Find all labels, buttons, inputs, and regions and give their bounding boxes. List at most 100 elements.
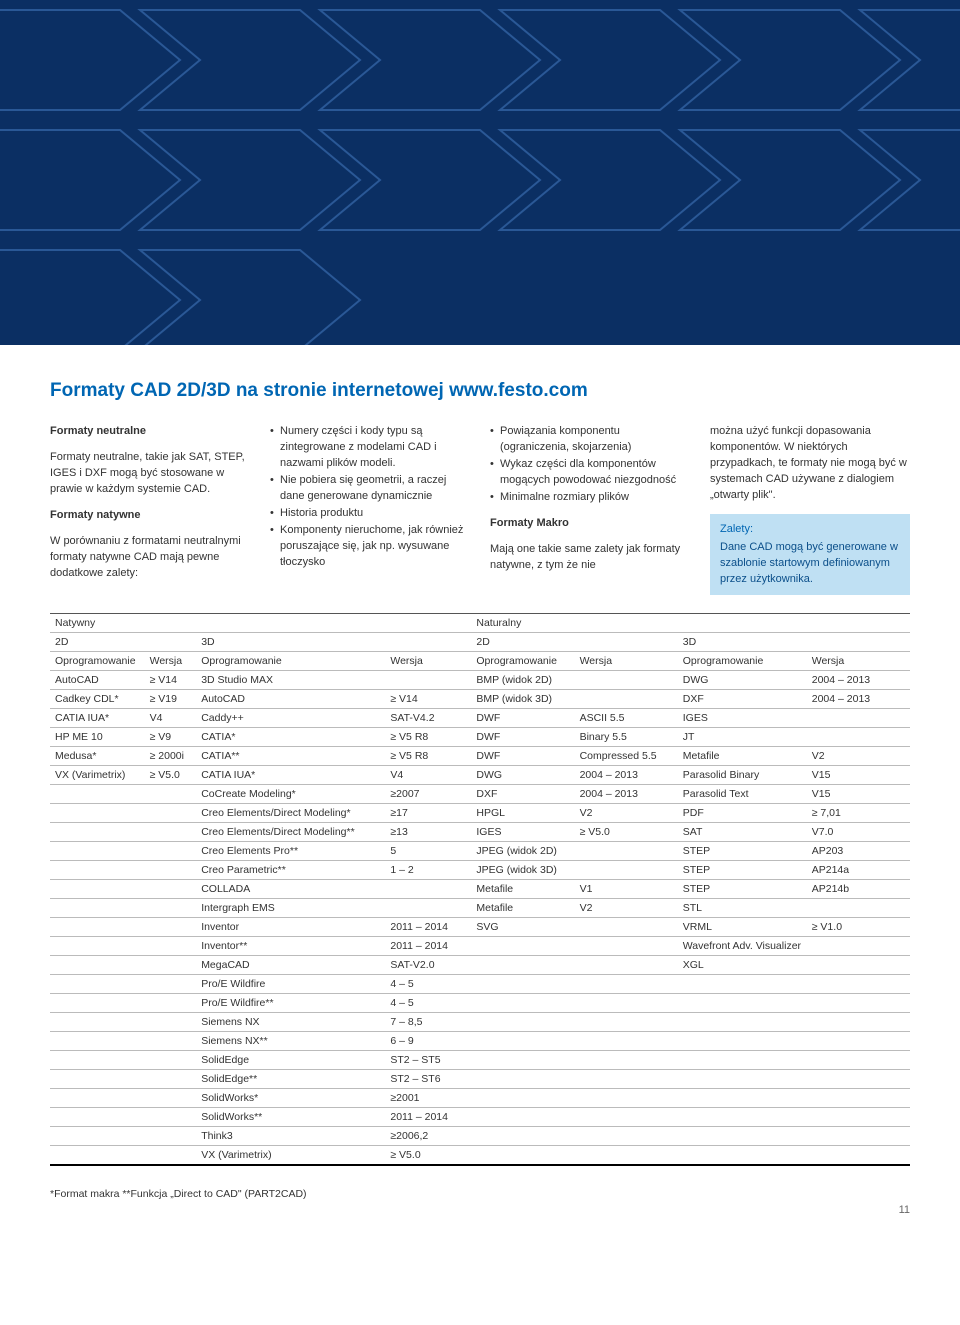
table-cell bbox=[471, 975, 574, 994]
table-cell: DWF bbox=[471, 728, 574, 747]
table-cell bbox=[678, 1070, 807, 1089]
table-cell: HP ME 10 bbox=[50, 728, 145, 747]
table-cell bbox=[471, 937, 574, 956]
col-2: Numery części i kody typu są zintegrowan… bbox=[270, 424, 470, 595]
table-cell bbox=[145, 937, 197, 956]
table-cell bbox=[145, 861, 197, 880]
table-cell: SVG bbox=[471, 918, 574, 937]
table-cell: BMP (widok 3D) bbox=[471, 690, 574, 709]
table-cell bbox=[50, 937, 145, 956]
table-cell: HPGL bbox=[471, 804, 574, 823]
table-cell bbox=[145, 1127, 197, 1146]
table-cell: Creo Elements Pro** bbox=[196, 842, 385, 861]
table-cell bbox=[50, 804, 145, 823]
table-cell: VRML bbox=[678, 918, 807, 937]
table-cell: Inventor** bbox=[196, 937, 385, 956]
table-cell bbox=[145, 1032, 197, 1051]
table-cell bbox=[575, 975, 678, 994]
table-cell: SAT bbox=[678, 823, 807, 842]
col-header: Oprogramowanie bbox=[471, 652, 574, 671]
table-cell: JPEG (widok 3D) bbox=[471, 861, 574, 880]
table-cell: V2 bbox=[575, 804, 678, 823]
table-cell: STEP bbox=[678, 880, 807, 899]
table-cell: V15 bbox=[807, 785, 910, 804]
table-cell: ≥ V19 bbox=[145, 690, 197, 709]
table-cell: ≥ 7,01 bbox=[807, 804, 910, 823]
table-cell: Creo Parametric** bbox=[196, 861, 385, 880]
callout-head: Zalety: bbox=[720, 522, 900, 538]
table-cell: ≥17 bbox=[385, 804, 471, 823]
table-cell bbox=[471, 1051, 574, 1070]
table-cell bbox=[807, 975, 910, 994]
table-cell: STL bbox=[678, 899, 807, 918]
page-number: 11 bbox=[50, 1204, 910, 1216]
table-cell: VX (Varimetrix) bbox=[196, 1146, 385, 1166]
table-cell bbox=[50, 918, 145, 937]
table-cell bbox=[575, 1127, 678, 1146]
col1-h2: Formaty natywne bbox=[50, 509, 140, 521]
table-cell: SolidEdge bbox=[196, 1051, 385, 1070]
table-cell: Metafile bbox=[471, 899, 574, 918]
table-cell: ≥ V14 bbox=[145, 671, 197, 690]
table-cell: CATIA IUA* bbox=[50, 709, 145, 728]
table-cell: DXF bbox=[678, 690, 807, 709]
table-cell: V7.0 bbox=[807, 823, 910, 842]
table-cell: ≥ V5 R8 bbox=[385, 747, 471, 766]
table-cell bbox=[575, 956, 678, 975]
table-cell: ≥ V5.0 bbox=[575, 823, 678, 842]
table-cell: VX (Varimetrix) bbox=[50, 766, 145, 785]
table-cell bbox=[575, 1070, 678, 1089]
table-cell: COLLADA bbox=[196, 880, 385, 899]
table-cell: JPEG (widok 2D) bbox=[471, 842, 574, 861]
col-header: Oprogramowanie bbox=[50, 652, 145, 671]
table-cell bbox=[575, 1146, 678, 1166]
table-cell bbox=[471, 1146, 574, 1166]
table-cell bbox=[807, 1108, 910, 1127]
table-cell: 2004 – 2013 bbox=[807, 671, 910, 690]
table-cell: V2 bbox=[575, 899, 678, 918]
table-cell: AutoCAD bbox=[50, 671, 145, 690]
col3-b3: Minimalne rozmiary plików bbox=[490, 490, 690, 506]
table-cell: 5 bbox=[385, 842, 471, 861]
table-cell bbox=[807, 1051, 910, 1070]
table-cell bbox=[678, 1146, 807, 1166]
table-cell: ≥13 bbox=[385, 823, 471, 842]
table-cell bbox=[385, 899, 471, 918]
table-cell bbox=[471, 956, 574, 975]
table-cell: CATIA* bbox=[196, 728, 385, 747]
table-cell: Metafile bbox=[471, 880, 574, 899]
table-cell bbox=[575, 690, 678, 709]
table-cell bbox=[145, 994, 197, 1013]
table-cell: Pro/E Wildfire bbox=[196, 975, 385, 994]
table-cell bbox=[575, 1032, 678, 1051]
table-cell bbox=[145, 1013, 197, 1032]
table-cell bbox=[50, 823, 145, 842]
table-cell bbox=[50, 785, 145, 804]
table-cell: 7 – 8,5 bbox=[385, 1013, 471, 1032]
sub-2d-b: 2D bbox=[471, 633, 677, 652]
table-cell: 4 – 5 bbox=[385, 975, 471, 994]
table-cell bbox=[807, 709, 910, 728]
col4-p1: można użyć funkcji dopasowania komponent… bbox=[710, 424, 910, 504]
table-cell: Siemens NX** bbox=[196, 1032, 385, 1051]
table-cell bbox=[50, 1032, 145, 1051]
page-title: Formaty CAD 2D/3D na stronie internetowe… bbox=[50, 380, 910, 402]
col2-b3: Historia produktu bbox=[270, 506, 470, 522]
col-header: Wersja bbox=[385, 652, 471, 671]
col-3: Powiązania komponentu (ograniczenia, sko… bbox=[490, 424, 690, 595]
table-cell bbox=[145, 1051, 197, 1070]
table-cell bbox=[678, 1108, 807, 1127]
table-cell: IGES bbox=[471, 823, 574, 842]
table-cell: ≥ V1.0 bbox=[807, 918, 910, 937]
table-cell: ST2 – ST5 bbox=[385, 1051, 471, 1070]
table-cell bbox=[50, 956, 145, 975]
table-cell bbox=[385, 671, 471, 690]
table-cell: ≥ 2000i bbox=[145, 747, 197, 766]
table-cell: Compressed 5.5 bbox=[575, 747, 678, 766]
col1-h1: Formaty neutralne bbox=[50, 425, 146, 437]
table-cell: ≥ V14 bbox=[385, 690, 471, 709]
table-cell bbox=[678, 1127, 807, 1146]
formats-table: Natywny Naturalny 2D 3D 2D 3D Oprogramow… bbox=[50, 613, 910, 1166]
table-cell: V15 bbox=[807, 766, 910, 785]
table-cell bbox=[807, 956, 910, 975]
